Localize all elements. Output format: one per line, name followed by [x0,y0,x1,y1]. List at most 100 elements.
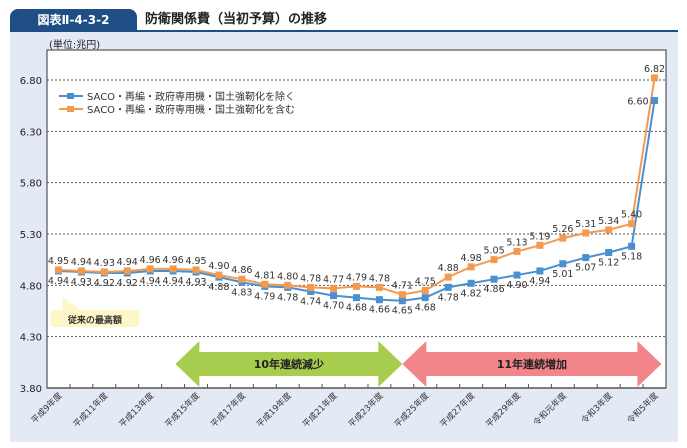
data-label: 4.83 [231,287,252,298]
data-point [582,254,590,262]
data-label: 4.68 [415,303,436,314]
data-label: 4.78 [277,292,298,303]
x-tick-label: 平成21年度 [300,390,340,430]
data-label: 4.79 [346,272,367,283]
legend-label: SACO・再編・政府専用機・国土強靭化を除く [87,90,295,103]
y-tick-label: 4.80 [20,281,42,292]
data-label: 4.92 [117,278,138,289]
data-point [651,74,659,82]
data-point [513,271,521,279]
x-tick-label: 平成19年度 [254,390,294,430]
data-point [146,265,154,273]
previous-peak-callout [50,297,140,327]
data-label: 4.79 [254,291,275,302]
data-label: 4.94 [117,257,138,268]
y-tick-label: 3.80 [20,384,42,395]
data-label: 4.96 [163,255,184,266]
increase-arrow-label: 11年連続増加 [497,357,567,371]
x-tick-label: 令和5年度 [625,390,661,426]
y-tick-label: 5.30 [20,230,42,241]
data-point [467,279,475,287]
data-label: 6.82 [644,64,665,75]
data-label: 5.26 [552,224,573,235]
x-tick-label: 平成11年度 [71,390,111,430]
data-label: 4.92 [94,278,115,289]
data-label: 5.34 [598,216,619,227]
data-label: 4.75 [415,276,436,287]
data-label: 4.71 [392,281,413,292]
data-label: 4.80 [277,271,298,282]
data-label: 4.77 [323,274,344,285]
data-label: 4.65 [392,306,413,317]
data-point [467,263,475,271]
data-point [77,267,85,275]
data-point [628,242,636,250]
data-label: 6.60 [627,97,648,108]
data-label: 4.78 [300,273,321,284]
legend: SACO・再編・政府専用機・国土強靭化を除くSACO・再編・政府専用機・国土強靭… [59,90,295,116]
data-label: 4.94 [529,276,550,287]
data-point [398,291,406,299]
x-tick-label: 平成15年度 [163,390,203,430]
y-tick-label: 6.80 [20,76,42,87]
data-label: 4.88 [208,282,229,293]
data-point [353,294,360,302]
data-label: 4.74 [300,296,321,307]
data-point [192,266,200,274]
data-point [536,267,544,275]
data-label: 4.88 [438,263,459,274]
x-tick-label: 平成9年度 [29,390,65,426]
data-label: 4.68 [346,303,367,314]
data-label: 5.19 [529,231,550,242]
data-point [307,283,315,291]
data-label: 5.12 [598,257,619,268]
data-label: 4.93 [185,277,206,288]
data-label: 4.78 [369,273,390,284]
data-point [284,281,292,289]
legend-swatch-marker [67,106,74,112]
x-tick-label: 令和元年度 [531,390,569,428]
data-label: 4.66 [369,305,390,316]
data-label: 4.95 [48,256,69,267]
y-tick-label: 6.30 [20,127,42,138]
figure-id-tab: 図表Ⅱ-4-3-2 [10,9,137,31]
data-point [375,296,383,304]
data-point [54,266,62,274]
data-point [490,275,498,283]
legend-swatch-marker [67,93,74,99]
data-label: 4.93 [94,258,115,269]
data-label: 4.94 [163,276,184,287]
data-label: 4.82 [461,288,482,299]
data-point [559,234,567,242]
data-label: 4.93 [71,277,92,288]
data-label: 4.98 [461,253,482,264]
y-axis-ticks: 3.80 4.30 4.80 5.30 5.80 6.30 6.80 [20,76,42,395]
x-tick-label: 平成17年度 [209,390,249,430]
data-point [582,229,590,237]
data-label: 4.81 [254,270,275,281]
x-tick-label: 平成23年度 [346,390,386,430]
data-point [375,283,383,291]
data-point [169,265,177,273]
data-label: 4.90 [208,261,229,272]
data-point [398,297,406,305]
unit-label: (単位:兆円) [49,40,101,51]
x-tick-label: 平成27年度 [438,390,478,430]
data-point [651,97,659,105]
data-label: 4.94 [140,276,161,287]
data-point [330,292,338,300]
data-point [559,260,567,268]
data-point [605,248,613,256]
data-label: 5.01 [552,269,573,280]
data-point [628,220,636,228]
data-label: 4.70 [323,301,344,312]
data-point [421,286,429,294]
previous-peak-label: 従来の最高額 [67,314,122,326]
data-label: 5.18 [621,251,642,262]
data-label: 4.86 [483,284,504,295]
plot-area [46,49,667,389]
x-tick-label: 令和3年度 [579,390,615,426]
data-point [100,268,108,276]
decrease-arrow [175,341,403,387]
data-point [421,294,429,302]
